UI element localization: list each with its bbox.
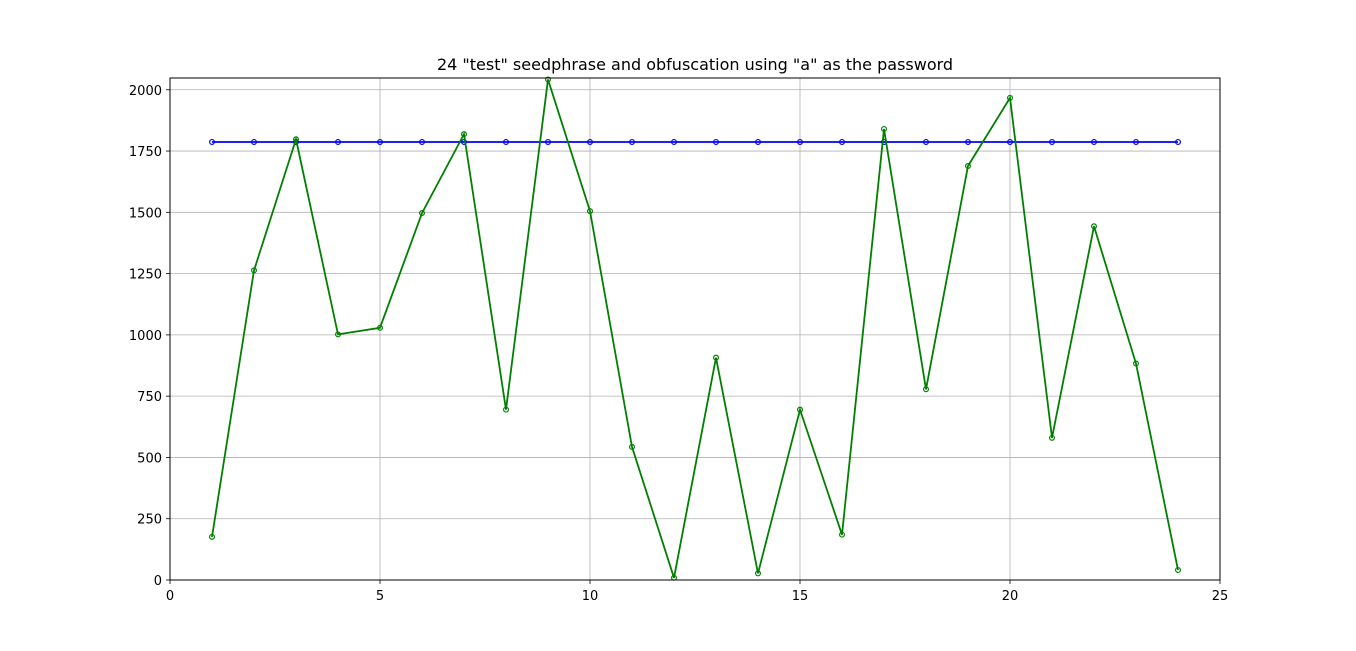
chart-title: 24 "test" seedphrase and obfuscation usi… [437,55,953,74]
series-2-point [544,76,551,83]
x-tick-label: 10 [582,589,599,604]
series-1-point [544,138,551,145]
y-tick-label: 1250 [129,268,162,283]
series-2-point [1048,434,1055,441]
series-line-2 [211,79,1179,579]
series-1-point [796,138,803,145]
series-1-point [335,138,342,145]
series-layer [209,76,1181,581]
series-2-point [838,531,845,538]
y-tick-label: 1000 [129,329,162,344]
series-1-point [419,138,426,145]
series-2-point [628,443,635,450]
series-1-point [1174,138,1181,145]
series-2-point [1174,566,1181,573]
x-axis: 0 5 10 15 20 25 [166,580,1228,604]
series-2-point [1132,360,1139,367]
plot-frame [169,77,1221,581]
series-2-point [1006,94,1013,101]
x-tick-label: 5 [376,589,384,604]
y-tick-label: 250 [137,513,162,528]
series-2-point [586,208,593,215]
series-2-point [293,136,300,143]
series-2-point [796,406,803,413]
x-tick-label: 25 [1212,589,1229,604]
series-1-point [754,138,761,145]
series-1-point [712,138,719,145]
series-1-point [503,138,510,145]
series-1-point [628,138,635,145]
series-2-point [461,131,468,138]
series-2-point [503,406,510,413]
series-1-point [922,138,929,145]
series-1-point [964,138,971,145]
series-2-point [419,210,426,217]
series-2-point [1090,223,1097,230]
series-1-point [251,138,258,145]
y-tick-label: 1750 [129,145,162,160]
series-2-point [712,354,719,361]
y-tick-label: 2000 [129,84,162,99]
y-tick-label: 750 [137,390,162,405]
y-tick-label: 1500 [129,206,162,221]
y-tick-label: 0 [154,574,162,589]
series-1-point [1132,138,1139,145]
grid [169,78,1221,581]
series-1-point [1048,138,1055,145]
series-1-point [209,138,216,145]
series-2-point [880,125,887,132]
series-1-point [1006,138,1013,145]
series-2-point [922,386,929,393]
x-tick-label: 0 [166,589,174,604]
x-tick-label: 15 [792,589,809,604]
series-2-point [251,267,258,274]
series-1-point [1090,138,1097,145]
series-2-point [335,331,342,338]
y-axis: 0 250 500 750 1000 1250 1500 1750 2000 [129,84,170,589]
y-tick-label: 500 [137,451,162,466]
series-1-point [670,138,677,145]
series-2-point [377,324,384,331]
series-1-point [586,138,593,145]
series-1-point [838,138,845,145]
series-2-point [754,570,761,577]
series-1-point [377,138,384,145]
x-tick-label: 20 [1002,589,1019,604]
series-2-point [209,533,216,540]
series-2-point [964,162,971,169]
